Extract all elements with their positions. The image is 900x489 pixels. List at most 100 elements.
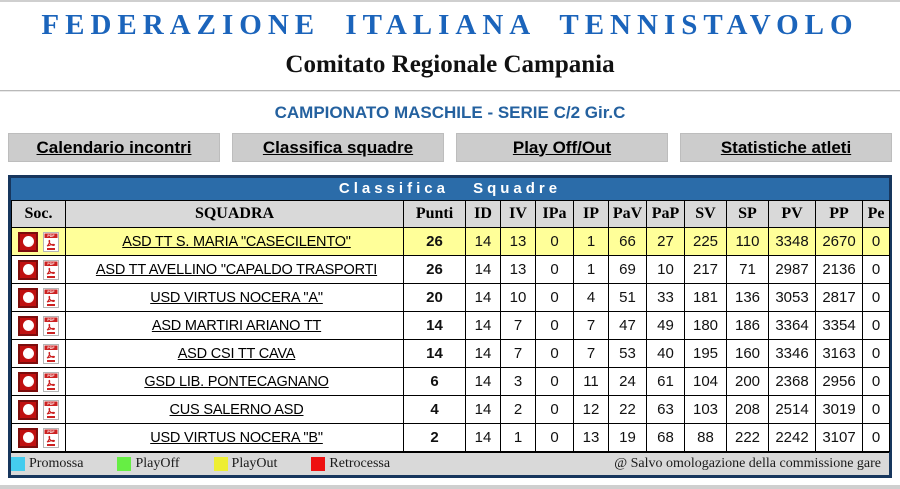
nav-item-label[interactable]: Statistiche atleti bbox=[720, 137, 852, 157]
stat-cell: 0 bbox=[535, 367, 574, 396]
stat-cell: 4 bbox=[573, 283, 609, 312]
legend-footnote: @ Salvo omologazione della commissione g… bbox=[614, 456, 881, 471]
team-link[interactable]: ASD MARTIRI ARIANO TT bbox=[151, 318, 322, 334]
team-link[interactable]: USD VIRTUS NOCERA "A" bbox=[150, 290, 323, 306]
pdf-icon[interactable]: PDF bbox=[43, 371, 59, 392]
column-header-ipa: IPa bbox=[535, 200, 574, 228]
stat-cell: 0 bbox=[862, 395, 890, 424]
team-cell: USD VIRTUS NOCERA "B" bbox=[65, 423, 404, 452]
legend-item: Promossa bbox=[11, 456, 83, 472]
society-cell: PDF bbox=[11, 311, 66, 340]
table-row: PDF GSD LIB. PONTECAGNANO 6 14 3 0 11 24 61 104… bbox=[11, 367, 890, 396]
pdf-icon[interactable]: PDF bbox=[43, 287, 59, 308]
stat-cell: 7 bbox=[500, 339, 536, 368]
team-link[interactable]: ASD TT AVELLINO "CAPALDO TRASPORTI bbox=[95, 262, 378, 278]
stat-cell: 0 bbox=[535, 311, 574, 340]
stat-cell: 33 bbox=[646, 283, 685, 312]
legend-item-label: PlayOut bbox=[231, 456, 278, 471]
club-logo-icon[interactable] bbox=[18, 399, 38, 420]
stat-cell: 40 bbox=[646, 339, 685, 368]
society-cell: PDF bbox=[11, 255, 66, 284]
stat-cell: 2956 bbox=[815, 367, 863, 396]
svg-text:PDF: PDF bbox=[47, 374, 55, 378]
stat-cell: 0 bbox=[862, 423, 890, 452]
nav-item-label[interactable]: Calendario incontri bbox=[36, 137, 192, 157]
team-link[interactable]: ASD TT S. MARIA "CASECILENTO" bbox=[122, 234, 351, 250]
standings-title: Classifica Squadre bbox=[11, 178, 889, 200]
points-cell: 20 bbox=[403, 283, 466, 312]
club-logo-dot bbox=[22, 292, 34, 303]
nav-item-label[interactable]: Classifica squadre bbox=[262, 137, 414, 157]
table-row: PDF USD VIRTUS NOCERA "A" 20 14 10 0 4 51 33 18… bbox=[11, 283, 890, 312]
stat-cell: 2514 bbox=[768, 395, 816, 424]
club-logo-icon[interactable] bbox=[18, 343, 38, 364]
stat-cell: 47 bbox=[608, 311, 647, 340]
svg-text:PDF: PDF bbox=[47, 262, 55, 266]
pdf-icon[interactable]: PDF bbox=[43, 399, 59, 420]
column-header-sv: SV bbox=[684, 200, 727, 228]
stat-cell: 51 bbox=[608, 283, 647, 312]
stat-cell: 3053 bbox=[768, 283, 816, 312]
stat-cell: 3 bbox=[500, 367, 536, 396]
stat-cell: 7 bbox=[573, 311, 609, 340]
points-cell: 26 bbox=[403, 227, 466, 256]
club-logo-icon[interactable] bbox=[18, 427, 38, 448]
column-header-pap: PaP bbox=[646, 200, 685, 228]
column-header-sp: SP bbox=[726, 200, 769, 228]
legend-item: PlayOff bbox=[117, 456, 180, 472]
points-cell: 14 bbox=[403, 339, 466, 368]
stat-cell: 103 bbox=[684, 395, 727, 424]
points-cell: 6 bbox=[403, 367, 466, 396]
nav-item-statistiche-atleti[interactable]: Statistiche atleti bbox=[680, 133, 892, 162]
club-logo-dot bbox=[22, 404, 34, 415]
pdf-icon[interactable]: PDF bbox=[43, 259, 59, 280]
team-link[interactable]: USD VIRTUS NOCERA "B" bbox=[150, 430, 323, 446]
stat-cell: 53 bbox=[608, 339, 647, 368]
nav-item-label[interactable]: Play Off/Out bbox=[512, 137, 612, 157]
stat-cell: 14 bbox=[465, 311, 501, 340]
stat-cell: 195 bbox=[684, 339, 727, 368]
pdf-icon[interactable]: PDF bbox=[43, 315, 59, 336]
society-cell: PDF bbox=[11, 227, 66, 256]
nav-item-calendario-incontri[interactable]: Calendario incontri bbox=[8, 133, 220, 162]
stat-cell: 14 bbox=[465, 339, 501, 368]
team-link[interactable]: ASD CSI TT CAVA bbox=[177, 346, 296, 362]
club-logo-icon[interactable] bbox=[18, 315, 38, 336]
legend-bar: Promossa PlayOff PlayOut Retrocessa @ Sa… bbox=[11, 452, 889, 475]
svg-text:PDF: PDF bbox=[47, 318, 55, 322]
legend-item: PlayOut bbox=[213, 456, 278, 472]
committee-title: Comitato Regionale Campania bbox=[285, 51, 615, 78]
club-logo-icon[interactable] bbox=[18, 259, 38, 280]
stat-cell: 68 bbox=[646, 423, 685, 452]
stat-cell: 12 bbox=[573, 395, 609, 424]
team-cell: ASD TT S. MARIA "CASECILENTO" bbox=[65, 227, 404, 256]
legend-item-label: Retrocessa bbox=[329, 456, 391, 471]
stat-cell: 13 bbox=[500, 255, 536, 284]
club-logo-icon[interactable] bbox=[18, 371, 38, 392]
column-header-punti: Punti bbox=[403, 200, 466, 228]
team-link[interactable]: CUS SALERNO ASD bbox=[169, 402, 304, 418]
pdf-icon[interactable]: PDF bbox=[43, 343, 59, 364]
stat-cell: 14 bbox=[465, 423, 501, 452]
svg-text:PDF: PDF bbox=[47, 402, 55, 406]
team-cell: USD VIRTUS NOCERA "A" bbox=[65, 283, 404, 312]
legend-color-swatch bbox=[11, 457, 25, 471]
stat-cell: 2817 bbox=[815, 283, 863, 312]
club-logo-icon[interactable] bbox=[18, 287, 38, 308]
nav-item-play-off-out[interactable]: Play Off/Out bbox=[456, 133, 668, 162]
team-cell: ASD TT AVELLINO "CAPALDO TRASPORTI bbox=[65, 255, 404, 284]
stat-cell: 71 bbox=[726, 255, 769, 284]
pdf-icon[interactable]: PDF bbox=[43, 427, 59, 448]
stat-cell: 104 bbox=[684, 367, 727, 396]
club-logo-icon[interactable] bbox=[18, 231, 38, 252]
stat-cell: 11 bbox=[573, 367, 609, 396]
legend-color-swatch bbox=[117, 457, 132, 471]
club-logo-dot bbox=[22, 236, 34, 247]
stat-cell: 181 bbox=[684, 283, 727, 312]
nav-item-classifica-squadre[interactable]: Classifica squadre bbox=[232, 133, 444, 162]
stat-cell: 14 bbox=[465, 227, 501, 256]
team-link[interactable]: GSD LIB. PONTECAGNANO bbox=[144, 374, 329, 390]
stat-cell: 10 bbox=[500, 283, 536, 312]
pdf-icon[interactable]: PDF bbox=[43, 231, 59, 252]
